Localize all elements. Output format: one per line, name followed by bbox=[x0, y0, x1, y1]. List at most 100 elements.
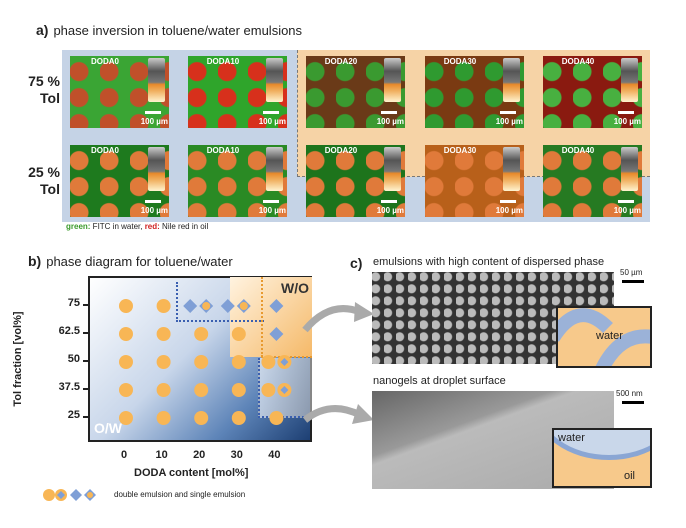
x-tick: 40 bbox=[268, 449, 281, 461]
vial-photo bbox=[384, 58, 401, 102]
scale-bar-label: 100 µm bbox=[613, 117, 641, 126]
scale-bar-label: 100 µm bbox=[613, 206, 641, 215]
diamond-marker bbox=[269, 327, 284, 341]
inset-water-label: water bbox=[596, 330, 623, 342]
vial-photo bbox=[503, 58, 520, 102]
top-scale-label: 50 µm bbox=[620, 268, 643, 277]
row-label-75: 75 % Tol bbox=[28, 73, 60, 106]
sample-label: DODA20 bbox=[324, 57, 358, 66]
sample-label: DODA40 bbox=[561, 57, 595, 66]
scale-bar-label: 100 µm bbox=[258, 206, 286, 215]
bottom-scale-bar bbox=[622, 401, 644, 404]
y-tick: 75 bbox=[67, 297, 80, 309]
sample-label: DODA0 bbox=[90, 146, 119, 155]
panel-b-title: b) phase diagram for toluene/water bbox=[28, 253, 233, 269]
panel-c-letter: c) bbox=[350, 255, 363, 271]
scale-bar-label: 100 µm bbox=[376, 206, 404, 215]
top-scale-bar bbox=[622, 280, 644, 283]
circle-marker bbox=[156, 355, 171, 369]
circle-marker bbox=[156, 383, 171, 397]
circle-marker bbox=[156, 327, 171, 341]
circle-marker bbox=[156, 411, 171, 425]
circle-marker bbox=[194, 355, 209, 369]
scale-bar bbox=[618, 111, 634, 114]
vial-photo bbox=[621, 58, 638, 102]
circle-marker bbox=[231, 411, 246, 425]
inset-schematic-bottom: water oil bbox=[552, 428, 652, 488]
circle-marker bbox=[119, 383, 133, 397]
circle-marker bbox=[261, 383, 276, 397]
vial-photo bbox=[148, 147, 165, 191]
diamond-marker bbox=[269, 299, 284, 313]
scale-bar bbox=[500, 200, 516, 203]
micrograph-25-3: DODA30 100 µm bbox=[425, 145, 524, 217]
panel-c-top-title: emulsions with high content of dispersed… bbox=[373, 256, 605, 268]
ow-label: O/W bbox=[94, 420, 122, 436]
y-tick: 62.5 bbox=[58, 325, 80, 337]
circle-marker bbox=[119, 355, 133, 369]
circle-marker bbox=[231, 383, 246, 397]
scale-bar-label: 100 µm bbox=[258, 117, 286, 126]
scale-bar-label: 100 µm bbox=[140, 117, 168, 126]
wo-boundary bbox=[261, 277, 263, 357]
circle-marker bbox=[261, 355, 276, 369]
micrograph-25-2: DODA20 100 µm bbox=[306, 145, 405, 217]
panel-a-title: a) phase inversion in toluene/water emuls… bbox=[36, 22, 303, 38]
micrograph-75-1: DODA10 100 µm bbox=[188, 56, 287, 128]
micrograph-75-3: DODA30 100 µm bbox=[425, 56, 524, 128]
vial-photo bbox=[266, 147, 283, 191]
x-tick: 20 bbox=[193, 449, 206, 461]
y-tick-mark bbox=[83, 388, 89, 390]
x-tick: 30 bbox=[230, 449, 243, 461]
inset-schematic-top: water bbox=[556, 306, 652, 368]
phase-diagram-plot: W/O O/W bbox=[88, 276, 312, 442]
diamond-marker bbox=[183, 299, 198, 313]
vial-photo bbox=[266, 58, 283, 102]
y-tick-mark bbox=[83, 332, 89, 334]
sample-label: DODA10 bbox=[206, 146, 240, 155]
vial-photo bbox=[384, 147, 401, 191]
scale-bar bbox=[145, 111, 161, 114]
y-tick: 37.5 bbox=[58, 381, 80, 393]
scale-bar bbox=[381, 111, 397, 114]
panel-c-bottom-title: nanogels at droplet surface bbox=[373, 375, 506, 387]
micrograph-25-4: DODA40 100 µm bbox=[543, 145, 642, 217]
wo-region bbox=[230, 277, 312, 357]
y-tick-mark bbox=[83, 304, 89, 306]
circle-marker bbox=[194, 383, 209, 397]
micrograph-25-0: DODA0 100 µm bbox=[70, 145, 169, 217]
plot-markers bbox=[119, 299, 292, 425]
sample-label: DODA10 bbox=[206, 57, 240, 66]
circle-diamond-inner bbox=[280, 358, 289, 366]
diamond-circle-inner bbox=[202, 302, 211, 310]
micrograph-75-4: DODA40 100 µm bbox=[543, 56, 642, 128]
scale-bar bbox=[263, 200, 279, 203]
y-tick-mark bbox=[83, 360, 89, 362]
wo-label: W/O bbox=[281, 280, 309, 296]
sample-label: DODA40 bbox=[561, 146, 595, 155]
x-tick: 0 bbox=[120, 449, 128, 461]
circle-marker bbox=[119, 411, 133, 425]
scale-bar-label: 100 µm bbox=[140, 206, 168, 215]
sample-label: DODA30 bbox=[443, 57, 477, 66]
panel-a-caption: green: FITC in water, red: Nile red in o… bbox=[66, 222, 209, 231]
circle-marker bbox=[156, 299, 171, 313]
scale-bar bbox=[381, 200, 397, 203]
y-tick: 50 bbox=[67, 353, 80, 365]
micrograph-75-0: DODA0 100 µm bbox=[70, 56, 169, 128]
circle-marker bbox=[194, 327, 209, 341]
diamond-marker bbox=[220, 299, 235, 313]
circle-marker bbox=[119, 327, 133, 341]
circle-marker bbox=[194, 411, 209, 425]
scale-bar-label: 100 µm bbox=[495, 206, 523, 215]
sample-label: DODA0 bbox=[90, 57, 119, 66]
micrograph-25-1: DODA10 100 µm bbox=[188, 145, 287, 217]
x-tick: 10 bbox=[155, 449, 168, 461]
circle-marker bbox=[119, 299, 133, 313]
legend-text: double emulsion and single emulsion bbox=[114, 490, 246, 499]
vial-photo bbox=[621, 147, 638, 191]
row-label-25: 25 % Tol bbox=[28, 164, 60, 197]
circle-diamond-inner bbox=[280, 386, 289, 394]
scale-bar bbox=[618, 200, 634, 203]
inset-oil-label: oil bbox=[624, 470, 636, 482]
